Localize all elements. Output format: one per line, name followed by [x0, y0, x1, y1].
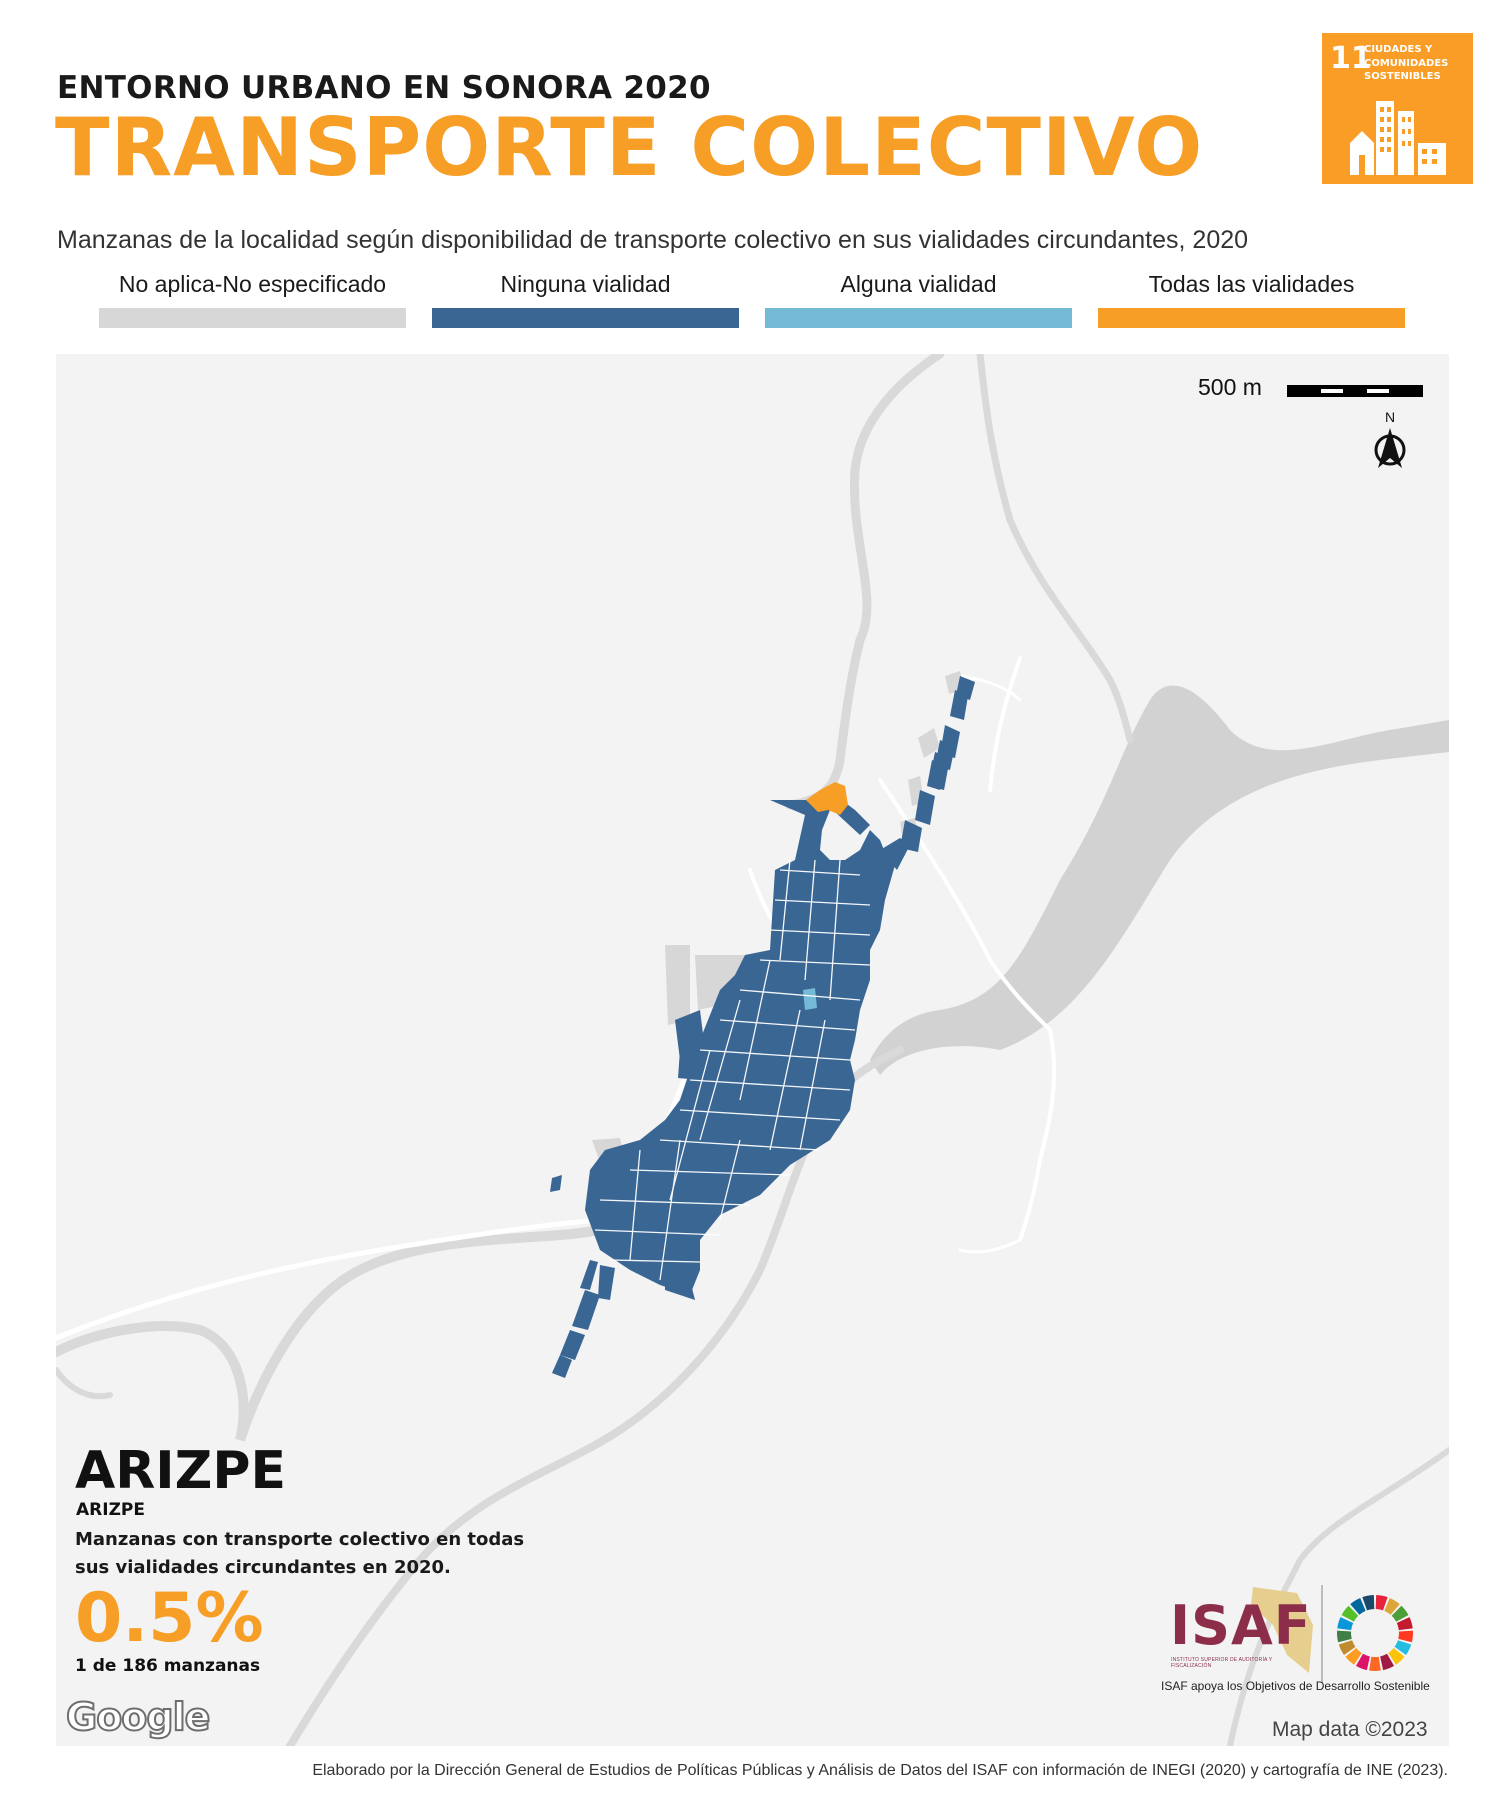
map-basemap	[56, 354, 1449, 1746]
north-label: N	[1385, 409, 1395, 425]
scale-label: 500 m	[1198, 374, 1262, 400]
sdg-label: CIUDADES Y COMUNIDADES SOSTENIBLES	[1364, 44, 1449, 82]
sdg-wheel-segment	[1350, 1597, 1366, 1615]
sdg-wheel-icon	[1337, 1595, 1413, 1671]
city-buildings-icon	[1350, 101, 1446, 175]
stat-percentage: 0.5%	[75, 1579, 264, 1658]
legend-swatch	[765, 308, 1072, 328]
sdg-wheel-segment	[1341, 1605, 1359, 1622]
legend-label: No aplica-No especificado	[118, 271, 387, 297]
block-alguna	[803, 988, 817, 1010]
locality-name: ARIZPE	[76, 1500, 145, 1520]
legend-item-no-aplica: No aplica-No especificado	[99, 270, 406, 328]
stat-description: Manzanas con transporte colectivo en tod…	[75, 1529, 525, 1578]
legend-swatch	[99, 308, 406, 328]
isaf-caption: ISAF apoya los Objetivos de Desarrollo S…	[1161, 1679, 1430, 1693]
map-canvas[interactable]	[56, 354, 1449, 1746]
legend-label: Ninguna vialidad	[500, 271, 671, 297]
sdg-11-badge: 11 CIUDADES Y COMUNIDADES SOSTENIBLES	[1322, 33, 1473, 184]
sdg-wheel-segment	[1391, 1605, 1409, 1622]
legend-label: Alguna vialidad	[840, 271, 997, 297]
sdg-wheel-segment	[1380, 1653, 1395, 1671]
map-data-attribution: Map data ©2023	[1272, 1718, 1428, 1741]
sdg-wheel-segment	[1355, 1653, 1370, 1671]
legend-item-ninguna: Ninguna vialidad	[432, 270, 739, 328]
isaf-logo-block: ISAF INSTITUTO SUPERIOR DE AUDITORÍA Y F…	[1155, 1585, 1445, 1695]
footer-credit: Elaborado por la Dirección General de Es…	[312, 1762, 1448, 1779]
sdg-wheel-segment	[1375, 1595, 1388, 1611]
sdg-wheel-segment	[1337, 1630, 1352, 1643]
legend-swatch	[1098, 308, 1405, 328]
sdg-wheel-segment	[1345, 1648, 1362, 1665]
municipality-name: ARIZPE	[75, 1441, 286, 1501]
sdg-wheel-segment	[1388, 1648, 1405, 1665]
sdg-wheel-segment	[1337, 1617, 1354, 1631]
legend-item-alguna: Alguna vialidad	[765, 270, 1072, 328]
sdg-wheel-segment	[1394, 1640, 1412, 1655]
north-arrow-icon: N	[1374, 409, 1406, 468]
divider	[1321, 1585, 1323, 1683]
google-logo: Google	[65, 1694, 211, 1740]
river-area	[870, 685, 1449, 1075]
map-subtitle: Manzanas de la localidad según disponibi…	[57, 226, 1249, 254]
sdg-wheel-segment	[1338, 1640, 1356, 1655]
sdg-number: 11	[1330, 41, 1372, 76]
isaf-logo-subtext: INSTITUTO SUPERIOR DE AUDITORÍA Y FISCAL…	[1171, 1657, 1273, 1669]
supertitle: ENTORNO URBANO EN SONORA 2020	[57, 70, 711, 106]
sdg-wheel-segment	[1384, 1597, 1400, 1615]
sdg-wheel-segment	[1396, 1617, 1413, 1631]
sdg-wheel-segment	[1369, 1656, 1381, 1671]
block-todas	[806, 782, 848, 815]
isaf-logo-text: ISAF	[1170, 1594, 1312, 1657]
page-title: TRANSPORTE COLECTIVO	[55, 101, 1204, 194]
stat-count: 1 de 186 manzanas	[75, 1656, 261, 1676]
scale-bar	[1287, 385, 1423, 397]
legend-item-todas: Todas las vialidades	[1098, 270, 1405, 328]
sdg-wheel-segment	[1362, 1595, 1375, 1611]
legend-swatch	[432, 308, 739, 328]
sonora-map-icon	[1251, 1587, 1313, 1673]
sdg-wheel-segment	[1398, 1630, 1413, 1643]
legend-label: Todas las vialidades	[1148, 271, 1355, 297]
